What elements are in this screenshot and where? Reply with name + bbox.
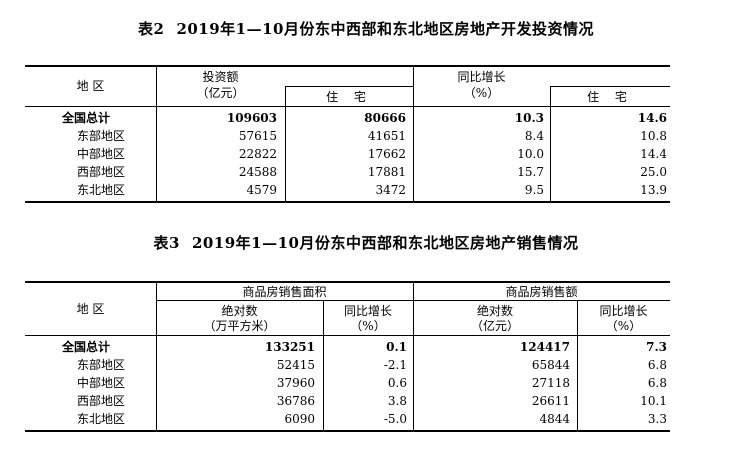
table3-cell-area: 133251 — [264, 340, 315, 354]
table3-cell-area-growth: 0.6 — [387, 376, 407, 390]
table2-title: 表2 2019年1—10月份东中西部和东北地区房地产开发投资情况 — [0, 18, 732, 39]
table3-header-sales-growth-unit: （%） — [605, 319, 642, 333]
table3-cell-region: 全国总计 — [62, 340, 111, 354]
table2-cell-growth-residential: 14.4 — [640, 147, 667, 161]
table3-header-area-growth: 同比增长 — [343, 304, 392, 318]
table2-cell-growth: 10.3 — [514, 111, 544, 125]
table3-cell-area-growth: 3.8 — [387, 394, 407, 408]
table3-header-rule — [25, 335, 670, 336]
table2-bottom-rule — [25, 201, 670, 203]
table2-header-rule — [25, 106, 670, 107]
table3-cell-area: 6090 — [284, 412, 315, 426]
table2-cell-investment: 22822 — [238, 147, 277, 161]
table2-cell-residential: 17881 — [367, 165, 406, 179]
table3-bottom-rule — [25, 430, 670, 432]
table2-cell-region: 西部地区 — [77, 165, 126, 179]
table2-cell-investment: 109603 — [226, 111, 277, 125]
table3-header-area-growth-unit: （%） — [350, 319, 386, 333]
table2-cell-growth: 10.0 — [517, 147, 544, 161]
table2-cell-growth: 8.4 — [524, 129, 544, 143]
table2-cell-investment: 4579 — [246, 183, 277, 197]
table3-header-sales-unit: （亿元） — [470, 319, 519, 333]
table3-cell-sales: 65844 — [531, 358, 570, 372]
table2-cell-region: 东部地区 — [77, 129, 126, 143]
table2-cell-residential: 17662 — [367, 147, 406, 161]
table2-title-number: 表2 — [138, 20, 165, 38]
table3-cell-area: 37960 — [276, 376, 315, 390]
table3-cell-sales: 4844 — [539, 412, 570, 426]
table2-header-investment: 投资额 — [202, 70, 239, 84]
table2-cell-growth: 15.7 — [517, 165, 544, 179]
table2-header-growth: 同比增长 — [457, 70, 506, 84]
table3-header-sales-group: 商品房销售额 — [505, 285, 578, 299]
table3-cell-region: 东北地区 — [77, 412, 126, 426]
table2-cell-growth-residential: 13.9 — [640, 183, 667, 197]
table3-title-text: 2019年1—10月份东中西部和东北地区房地产销售情况 — [191, 234, 579, 252]
table2-cell-region: 全国总计 — [62, 111, 111, 125]
table3-title-number: 表3 — [153, 234, 180, 252]
table2-header-residential: 住 宅 — [326, 90, 372, 104]
table3-cell-region: 中部地区 — [77, 376, 126, 390]
table2-header-investment-unit: （亿元） — [196, 86, 245, 100]
table3-cell-sales: 26611 — [531, 394, 570, 408]
table3-cell-area: 36786 — [276, 394, 315, 408]
table2-cell-investment: 57615 — [238, 129, 277, 143]
table2-cell-residential: 41651 — [367, 129, 406, 143]
table3-cell-sales: 124417 — [519, 340, 570, 354]
table2-cell-investment: 24588 — [238, 165, 277, 179]
table3-cell-region: 西部地区 — [77, 394, 126, 408]
table2-cell-residential: 3472 — [375, 183, 406, 197]
table3-cell-region: 东部地区 — [77, 358, 126, 372]
table3-header-area-group: 商品房销售面积 — [242, 285, 327, 299]
table2-cell-growth-residential: 25.0 — [640, 165, 667, 179]
table3-top-rule — [25, 281, 670, 283]
table3-header-sales-growth: 同比增长 — [599, 304, 648, 318]
table3-cell-area-growth: -5.0 — [383, 412, 407, 426]
table2-cell-residential: 80666 — [364, 111, 406, 125]
table3-cell-sales-growth: 6.8 — [647, 376, 667, 390]
table3-cell-area-growth: 0.1 — [386, 340, 407, 354]
table3-cell-area-growth: -2.1 — [383, 358, 407, 372]
table2-cell-growth-residential: 10.8 — [640, 129, 667, 143]
table3-cell-sales-growth: 7.3 — [646, 340, 667, 354]
table2-title-text: 2019年1—10月份东中西部和东北地区房地产开发投资情况 — [176, 20, 594, 38]
table3-cell-area: 52415 — [276, 358, 315, 372]
table2-header-growth-unit: （%） — [463, 86, 500, 100]
table2-top-rule — [25, 65, 670, 67]
table3-cell-sales-growth: 10.1 — [640, 394, 667, 408]
table3-header-area-abs: 绝对数 — [221, 304, 258, 318]
table2-cell-growth-residential: 14.6 — [637, 111, 667, 125]
table2-header-region: 地 区 — [76, 79, 105, 93]
table2-cell-region: 东北地区 — [77, 183, 126, 197]
table2-cell-growth: 9.5 — [524, 183, 544, 197]
table3-cell-sales: 27118 — [531, 376, 570, 390]
table2-cell-region: 中部地区 — [77, 147, 126, 161]
table3-title: 表3 2019年1—10月份东中西部和东北地区房地产销售情况 — [0, 232, 732, 253]
table3-cell-sales-growth: 3.3 — [647, 412, 667, 426]
table2-header-growth-residential: 住 宅 — [587, 90, 633, 104]
table3-cell-sales-growth: 6.8 — [647, 358, 667, 372]
table3-header-area-unit: （万平方米） — [203, 319, 276, 333]
table3-header-region: 地 区 — [76, 302, 105, 316]
table3-header-sales-abs: 绝对数 — [476, 304, 513, 318]
